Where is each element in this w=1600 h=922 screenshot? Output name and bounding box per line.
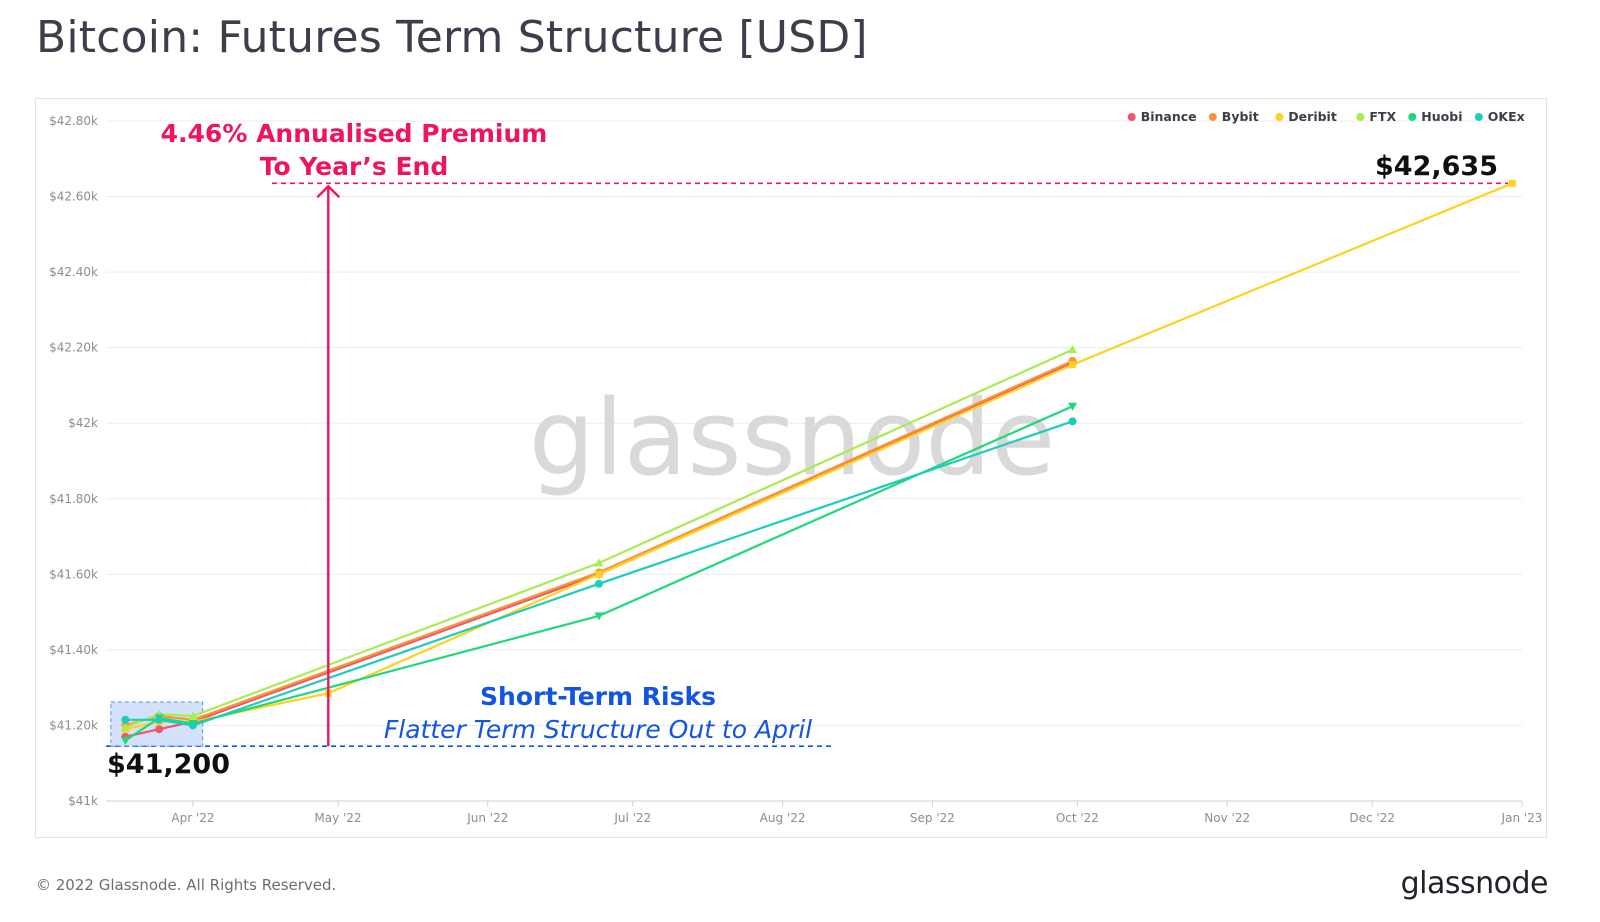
short-term-annotation-line1: Short-Term Risks: [480, 682, 716, 711]
data-point: [594, 612, 604, 621]
legend-swatch-ftx: [1356, 113, 1365, 121]
x-tick-label: May '22: [314, 811, 361, 825]
glassnode-logo: glassnode: [1400, 866, 1549, 901]
legend-item-okex: OKEx: [1488, 109, 1525, 124]
short-term-annotation-line2: Flatter Term Structure Out to April: [384, 715, 812, 744]
chart-panel: glassnode $41k $41.20k $41.40k $41.60k $41.8…: [35, 98, 1547, 838]
y-tick-label: $42.60k: [49, 190, 98, 204]
legend-swatch-deribit: [1275, 113, 1284, 121]
y-tick-label: $41k: [68, 794, 98, 808]
x-tick-label: Jun '22: [466, 811, 508, 825]
data-point: [120, 737, 130, 746]
legend-item-ftx: FTX: [1369, 109, 1396, 124]
data-point: [594, 558, 604, 567]
x-tick-label: Aug '22: [760, 811, 806, 825]
y-tick-label: $42.40k: [49, 265, 98, 279]
premium-annotation-line1: 4.46% Annualised Premium: [161, 119, 548, 148]
y-tick-label: $41.80k: [49, 492, 98, 506]
data-point: [188, 711, 198, 720]
x-tick-label: Dec '22: [1349, 811, 1395, 825]
data-point: [1068, 345, 1078, 354]
y-tick-label: $41.20k: [49, 718, 98, 732]
legend-swatch-binance: [1127, 113, 1136, 121]
x-tick-label: Sep '22: [910, 811, 955, 825]
x-tick-label: Jan '23: [1501, 811, 1543, 825]
premium-annotation-line2: To Year’s End: [260, 152, 448, 181]
legend-swatch-huobi: [1408, 113, 1417, 121]
legend-swatch-okex: [1474, 113, 1483, 121]
annotations-front: 4.46% Annualised Premium To Year’s End $42…: [107, 119, 1498, 780]
watermark: glassnode: [529, 377, 1056, 499]
premium-arrow-head: [316, 184, 341, 199]
data-point: [594, 579, 603, 588]
data-point: [1069, 361, 1077, 369]
y-tick-label: $41.60k: [49, 567, 98, 581]
data-point: [188, 721, 197, 730]
x-tick-label: Oct '22: [1056, 811, 1099, 825]
axes: $41k $41.20k $41.40k $41.60k $41.80k $42k $42.…: [49, 114, 1542, 825]
top-value-label: $42,635: [1375, 151, 1498, 182]
legend-swatch-bybit: [1208, 113, 1217, 121]
y-tick-label: $41.40k: [49, 643, 98, 657]
data-point: [120, 722, 130, 731]
grid: [106, 120, 1522, 726]
data-point: [121, 715, 130, 724]
y-tick-label: $42k: [68, 416, 98, 430]
legend-item-binance: Binance: [1141, 109, 1197, 124]
futures-term-structure-chart: glassnode $41k $41.20k $41.40k $41.60k $41.8…: [49, 109, 1542, 825]
bottom-value-label: $41,200: [107, 749, 230, 780]
data-point: [155, 715, 164, 724]
y-tick-label: $42.80k: [49, 114, 98, 128]
y-tick-label: $42.20k: [49, 341, 98, 355]
chart-title: Bitcoin: Futures Term Structure [USD]: [36, 12, 868, 63]
data-point: [1068, 417, 1077, 426]
legend-item-bybit: Bybit: [1222, 109, 1259, 124]
x-tick-label: Jul '22: [613, 811, 651, 825]
legend-item-huobi: Huobi: [1421, 109, 1462, 124]
data-point: [155, 725, 164, 734]
data-point: [595, 570, 603, 578]
x-tick-label: Nov '22: [1204, 811, 1250, 825]
legend-item-deribit: Deribit: [1288, 109, 1337, 124]
legend: OKEx Huobi FTX Deribit Bybit Binance: [1127, 109, 1525, 124]
x-tick-label: Apr '22: [171, 811, 214, 825]
copyright-text: © 2022 Glassnode. All Rights Reserved.: [36, 876, 337, 894]
data-point: [1508, 179, 1516, 187]
data-point: [1068, 402, 1078, 411]
